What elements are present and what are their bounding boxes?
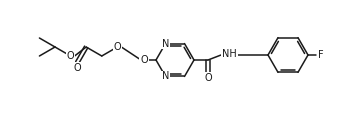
Text: NH: NH	[222, 49, 237, 59]
Text: F: F	[318, 50, 324, 60]
Text: N: N	[162, 71, 169, 81]
Text: O: O	[113, 42, 121, 52]
Text: O: O	[140, 55, 148, 65]
Text: O: O	[204, 73, 212, 83]
Text: N: N	[162, 39, 169, 49]
Text: O: O	[73, 63, 81, 73]
Text: O: O	[67, 51, 74, 61]
